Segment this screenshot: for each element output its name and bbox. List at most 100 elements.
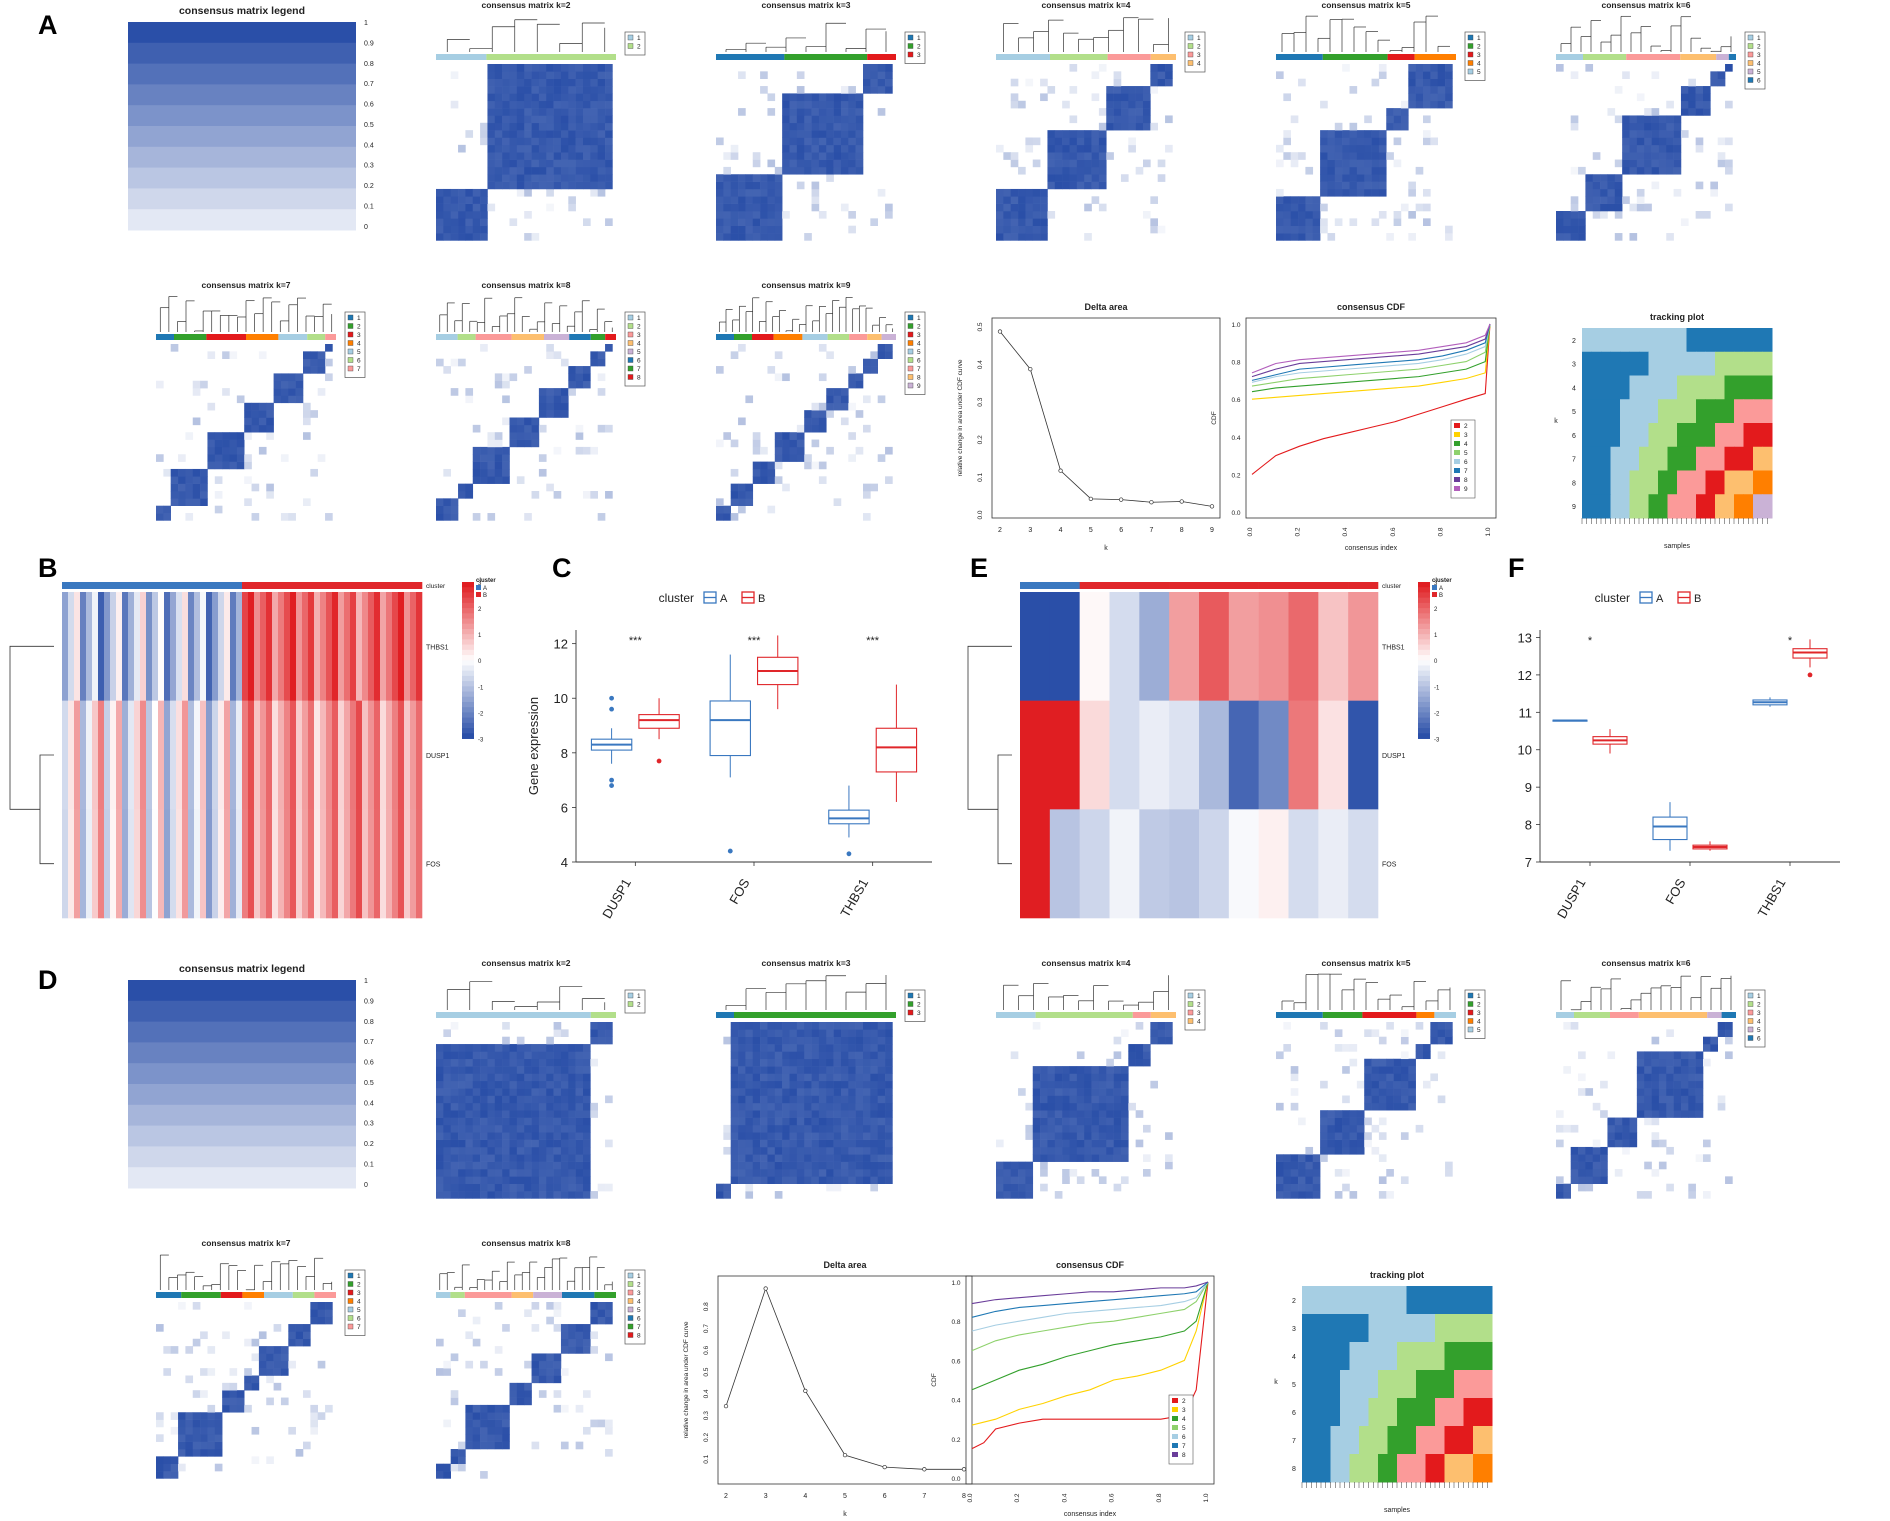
consensus-cell xyxy=(1371,152,1380,160)
consensus-cell xyxy=(185,468,194,477)
consensus-cell xyxy=(494,1368,503,1376)
consensus-cell xyxy=(1658,144,1667,153)
consensus-cell xyxy=(1378,181,1387,190)
consensus-cell xyxy=(863,64,871,72)
x-tick-label: FOS xyxy=(1662,876,1689,907)
consensus-cell xyxy=(200,1449,208,1457)
consensus-cell xyxy=(553,491,562,499)
consensus-cell xyxy=(1157,1036,1166,1045)
heatmap-cell xyxy=(200,809,207,919)
consensus-cell xyxy=(1003,1169,1011,1177)
consensus-cell xyxy=(1415,86,1424,94)
heatmap-cell xyxy=(92,592,99,701)
consensus-cell xyxy=(605,93,613,102)
consensus-panel-A-k9 xyxy=(716,297,926,521)
consensus-cell xyxy=(716,439,724,448)
heatmap-cell xyxy=(1258,700,1289,810)
consensus-cell xyxy=(156,454,164,462)
box-body xyxy=(875,727,918,773)
consensus-cell xyxy=(443,225,451,234)
consensus-cell xyxy=(310,1426,318,1435)
consensus-cell xyxy=(1430,71,1438,79)
legend-tick-label: 0.5 xyxy=(364,122,374,129)
consensus-cell xyxy=(597,174,606,182)
consensus-cell xyxy=(509,174,518,182)
consensus-cell xyxy=(450,1463,459,1472)
cluster-legend-label: 1 xyxy=(1477,993,1481,1000)
consensus-cell xyxy=(1644,1102,1652,1111)
cluster-annotation-cell xyxy=(380,582,387,589)
consensus-cell xyxy=(1651,159,1660,168)
consensus-cell xyxy=(1386,233,1394,241)
consensus-cell xyxy=(811,144,820,153)
tracking-cell xyxy=(1753,494,1763,519)
consensus-cell xyxy=(509,108,518,116)
consensus-cell xyxy=(531,1110,540,1118)
consensus-cell xyxy=(745,395,754,404)
consensus-cell xyxy=(538,388,547,396)
consensus-cell xyxy=(1098,1095,1107,1104)
consensus-cell xyxy=(450,1397,459,1406)
heatmap-cell xyxy=(170,592,177,701)
consensus-cell xyxy=(1703,1058,1711,1067)
consensus-cell xyxy=(325,358,333,367)
cluster-annotation-cell xyxy=(260,582,267,589)
consensus-cell xyxy=(516,1132,525,1140)
consensus-cell xyxy=(1040,1073,1048,1082)
consensus-cell xyxy=(236,454,245,462)
consensus-cell xyxy=(738,1124,746,1133)
tracking-cell xyxy=(1620,375,1630,400)
consensus-cell xyxy=(774,1051,783,1060)
consensus-cell xyxy=(1680,1073,1689,1082)
consensus-cell xyxy=(1342,174,1350,182)
consensus-cell xyxy=(1364,188,1372,197)
consensus-cell xyxy=(1666,1102,1674,1111)
cluster-legend-swatch xyxy=(347,357,354,363)
consensus-cell xyxy=(546,351,554,359)
consensus-cell xyxy=(1386,1022,1394,1030)
consensus-cell xyxy=(575,1154,584,1162)
consensus-cell xyxy=(1032,1124,1041,1133)
consensus-cell xyxy=(833,1022,842,1030)
legend-swatch xyxy=(128,1125,356,1147)
consensus-cell xyxy=(745,211,754,219)
consensus-cell xyxy=(855,410,864,418)
consensus-cell xyxy=(509,137,518,146)
consensus-cell xyxy=(767,188,776,197)
consensus-cell xyxy=(1076,144,1085,153)
consensus-cell xyxy=(502,454,510,462)
legend-label: B xyxy=(483,593,487,599)
consensus-cell xyxy=(450,1095,459,1104)
consensus-cell xyxy=(1673,152,1682,160)
consensus-cell xyxy=(317,1309,326,1317)
consensus-cell xyxy=(863,1110,871,1118)
consensus-cell xyxy=(509,1169,518,1177)
consensus-cell xyxy=(1578,233,1586,241)
consensus-cell xyxy=(1327,181,1336,190)
consensus-cell xyxy=(553,1110,562,1118)
consensus-cell xyxy=(877,1110,886,1118)
tracking-cell xyxy=(1620,494,1630,519)
cluster-legend-label: 3 xyxy=(917,52,921,59)
consensus-cell xyxy=(738,1029,746,1037)
consensus-cell xyxy=(1688,108,1696,116)
consensus-cell xyxy=(767,461,776,470)
consensus-cell xyxy=(494,130,503,138)
consensus-cell xyxy=(877,1176,886,1184)
consensus-cell xyxy=(885,1110,893,1118)
consensus-cell xyxy=(1386,152,1394,160)
tracking-cell xyxy=(1629,375,1640,400)
consensus-cell xyxy=(767,1169,776,1177)
consensus-cell xyxy=(244,1368,252,1376)
consensus-cell xyxy=(796,1110,805,1118)
consensus-cell xyxy=(524,1132,532,1140)
consensus-cell xyxy=(745,1044,754,1052)
consensus-cell xyxy=(1680,1058,1689,1067)
consensus-cell xyxy=(1607,1132,1616,1140)
consensus-cell xyxy=(870,351,878,359)
tracking-cell xyxy=(1762,494,1773,519)
consensus-cell xyxy=(804,1117,812,1126)
cluster-legend-label: 2 xyxy=(917,1002,921,1009)
consensus-cell xyxy=(443,1176,451,1184)
consensus-cell xyxy=(214,1412,223,1420)
